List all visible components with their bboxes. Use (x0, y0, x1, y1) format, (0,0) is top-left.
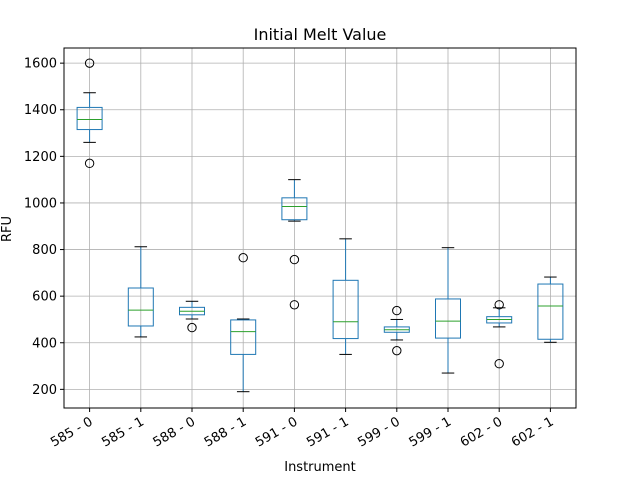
y-tick-label: 1200 (24, 150, 57, 165)
box-group (486, 300, 513, 369)
x-axis-label: Instrument (284, 460, 356, 475)
box-group (230, 253, 257, 393)
y-tick-label: 1400 (24, 103, 57, 118)
y-axis-label: RFU (0, 216, 15, 242)
y-tick-label: 800 (32, 243, 57, 258)
box-iqr (435, 298, 461, 339)
outlier-point (84, 58, 95, 68)
box-group (435, 247, 461, 374)
box-group (383, 305, 410, 356)
y-tick-label: 600 (32, 290, 57, 305)
box-group (127, 246, 154, 338)
box-group (332, 238, 359, 355)
box-group (281, 179, 308, 310)
outlier-point (392, 345, 402, 356)
y-tick-label: 200 (32, 383, 57, 398)
outlier-point (494, 359, 504, 369)
outlier-point (494, 300, 504, 310)
outlier-point (84, 158, 95, 169)
chart-title: Initial Melt Value (254, 25, 387, 44)
outlier-point (289, 300, 300, 310)
y-tick-label: 400 (32, 336, 57, 351)
plot-area (76, 58, 564, 393)
outlier-point (187, 322, 197, 333)
box-iqr (537, 283, 564, 340)
box-iqr (76, 106, 103, 131)
outlier-point (392, 305, 402, 316)
box-group (537, 276, 564, 343)
grid-lines (64, 48, 576, 408)
box-iqr (230, 319, 257, 355)
outlier-point (289, 254, 300, 265)
y-tick-label: 1600 (24, 57, 57, 72)
box-iqr (127, 287, 154, 327)
y-tick-label: 1000 (24, 196, 57, 211)
box-group (179, 300, 205, 333)
box-group (76, 58, 103, 169)
axes-frame (63, 47, 577, 409)
outlier-point (238, 253, 248, 263)
box-iqr (332, 279, 359, 340)
box-iqr (281, 197, 308, 221)
